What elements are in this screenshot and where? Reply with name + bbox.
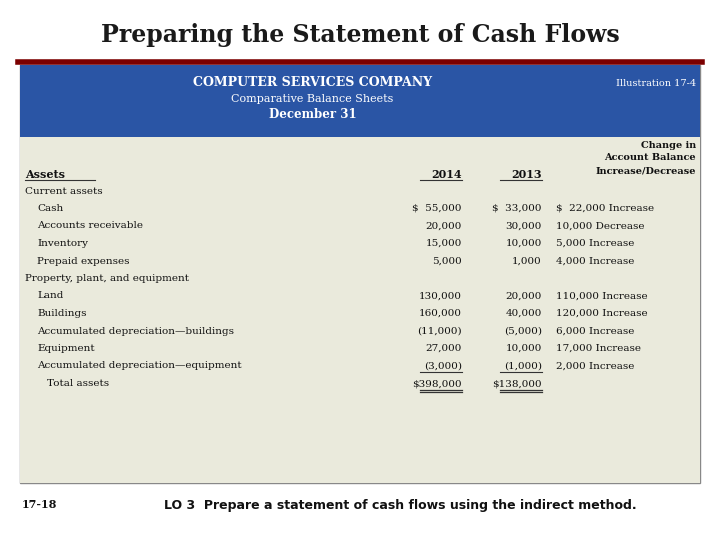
Text: $  22,000 Increase: $ 22,000 Increase — [556, 204, 654, 213]
Text: Accumulated depreciation—buildings: Accumulated depreciation—buildings — [37, 327, 234, 335]
Text: 6,000 Increase: 6,000 Increase — [556, 327, 634, 335]
Text: Equipment: Equipment — [37, 344, 94, 353]
Text: 160,000: 160,000 — [419, 309, 462, 318]
Text: 5,000: 5,000 — [432, 256, 462, 266]
Text: $  55,000: $ 55,000 — [413, 204, 462, 213]
Text: $  33,000: $ 33,000 — [492, 204, 542, 213]
Text: LO 3  Prepare a statement of cash flows using the indirect method.: LO 3 Prepare a statement of cash flows u… — [163, 498, 636, 511]
Bar — [20, 65, 700, 483]
Text: Property, plant, and equipment: Property, plant, and equipment — [25, 274, 189, 283]
Text: 1,000: 1,000 — [512, 256, 542, 266]
Text: Accumulated depreciation—equipment: Accumulated depreciation—equipment — [37, 361, 242, 370]
Text: (3,000): (3,000) — [424, 361, 462, 370]
Text: Accounts receivable: Accounts receivable — [37, 221, 143, 231]
Text: 130,000: 130,000 — [419, 292, 462, 300]
Bar — [20, 137, 700, 483]
Text: Land: Land — [37, 292, 63, 300]
Text: 2014: 2014 — [431, 170, 462, 180]
Text: (1,000): (1,000) — [504, 361, 542, 370]
Text: 30,000: 30,000 — [505, 221, 542, 231]
Text: Preparing the Statement of Cash Flows: Preparing the Statement of Cash Flows — [101, 23, 619, 47]
Text: 27,000: 27,000 — [426, 344, 462, 353]
Text: $138,000: $138,000 — [492, 379, 542, 388]
Text: 20,000: 20,000 — [426, 221, 462, 231]
Text: 110,000 Increase: 110,000 Increase — [556, 292, 647, 300]
Text: 17,000 Increase: 17,000 Increase — [556, 344, 641, 353]
Text: 10,000: 10,000 — [505, 239, 542, 248]
Text: COMPUTER SERVICES COMPANY: COMPUTER SERVICES COMPANY — [193, 77, 432, 90]
Text: Inventory: Inventory — [37, 239, 88, 248]
Text: 120,000 Increase: 120,000 Increase — [556, 309, 647, 318]
Text: Change in
Account Balance
Increase/Decrease: Change in Account Balance Increase/Decre… — [595, 141, 696, 175]
Text: 20,000: 20,000 — [505, 292, 542, 300]
Text: Cash: Cash — [37, 204, 63, 213]
Text: Buildings: Buildings — [37, 309, 86, 318]
Text: Comparative Balance Sheets: Comparative Balance Sheets — [231, 94, 394, 104]
Text: 2013: 2013 — [511, 170, 542, 180]
Text: 15,000: 15,000 — [426, 239, 462, 248]
Text: Total assets: Total assets — [47, 379, 109, 388]
Text: 17-18: 17-18 — [22, 500, 58, 510]
Text: December 31: December 31 — [269, 109, 356, 122]
Text: 5,000 Increase: 5,000 Increase — [556, 239, 634, 248]
Text: Current assets: Current assets — [25, 186, 103, 195]
Text: Assets: Assets — [25, 170, 65, 180]
Text: 10,000 Decrease: 10,000 Decrease — [556, 221, 644, 231]
Text: (11,000): (11,000) — [418, 327, 462, 335]
Text: 10,000: 10,000 — [505, 344, 542, 353]
Bar — [20, 65, 700, 137]
Text: 4,000 Increase: 4,000 Increase — [556, 256, 634, 266]
Text: 40,000: 40,000 — [505, 309, 542, 318]
Text: (5,000): (5,000) — [504, 327, 542, 335]
Text: 2,000 Increase: 2,000 Increase — [556, 361, 634, 370]
Text: Illustration 17-4: Illustration 17-4 — [616, 78, 696, 87]
Text: $398,000: $398,000 — [413, 379, 462, 388]
Text: Prepaid expenses: Prepaid expenses — [37, 256, 130, 266]
